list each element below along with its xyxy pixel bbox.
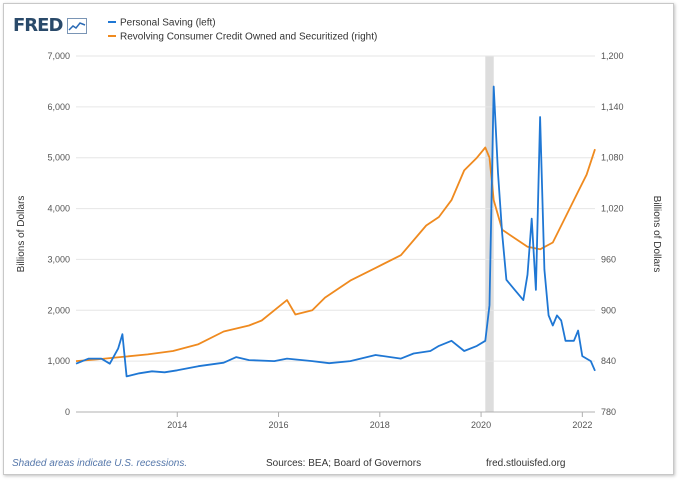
fred-logo[interactable]: FRED	[13, 16, 87, 36]
fred-logo-chart-icon	[66, 18, 87, 34]
fred-logo-text: FRED	[13, 15, 63, 36]
right-tick-label: 900	[601, 305, 616, 315]
right-tick-label: 1,140	[601, 102, 624, 112]
series-line-revolving-credit[interactable]	[75, 146, 596, 362]
left-tick-label: 5,000	[47, 153, 70, 163]
recession-note: Shaded areas indicate U.S. recessions.	[12, 458, 188, 469]
x-tick-label: 2020	[471, 420, 491, 430]
grid-layer	[76, 55, 595, 413]
right-axis-title: Billions of Dollars	[651, 196, 662, 273]
left-tick-label: 4,000	[47, 204, 70, 214]
x-tick-label: 2018	[370, 420, 390, 430]
left-tick-label: 0	[65, 407, 70, 417]
left-axis-ticks: 0 1,000 2,000 3,000 4,000 5,000 6,000 7,000	[47, 51, 70, 417]
right-tick-label: 960	[601, 254, 616, 264]
chart-svg: Personal Saving (left) Revolving Consumer…	[16, 18, 662, 431]
right-axis-ticks: 780 840 900 960 1,020 1,080 1,140 1,200	[601, 51, 624, 417]
left-tick-label: 2,000	[47, 305, 70, 315]
legend: Personal Saving (left) Revolving Consumer…	[108, 18, 377, 43]
right-tick-label: 1,020	[601, 204, 624, 214]
recession-band	[485, 56, 494, 412]
right-tick-label: 1,200	[601, 51, 624, 61]
chart-frame: FRED Personal Saving (left) Revolving Con…	[3, 3, 674, 475]
recession-layer	[485, 56, 494, 412]
right-tick-label: 1,080	[601, 153, 624, 163]
right-tick-label: 780	[601, 407, 616, 417]
right-tick-label: 840	[601, 356, 616, 366]
x-tick-label: 2022	[572, 420, 592, 430]
x-tick-label: 2016	[269, 420, 289, 430]
series-layer	[75, 85, 596, 378]
legend-entry[interactable]: Revolving Consumer Credit Owned and Secu…	[120, 32, 377, 43]
x-axis-ticks: 2014 2016 2018 2020 2022	[167, 412, 592, 430]
sources-text: Sources: BEA; Board of Governors	[266, 458, 422, 469]
series-line-personal-saving[interactable]	[75, 85, 596, 378]
left-axis-title: Billions of Dollars	[16, 196, 27, 273]
left-tick-label: 7,000	[47, 51, 70, 61]
left-tick-label: 6,000	[47, 102, 70, 112]
left-tick-label: 1,000	[47, 356, 70, 366]
x-tick-label: 2014	[167, 420, 187, 430]
left-tick-label: 3,000	[47, 254, 70, 264]
fred-url[interactable]: fred.stlouisfed.org	[486, 458, 566, 469]
legend-entry[interactable]: Personal Saving (left)	[120, 18, 216, 29]
